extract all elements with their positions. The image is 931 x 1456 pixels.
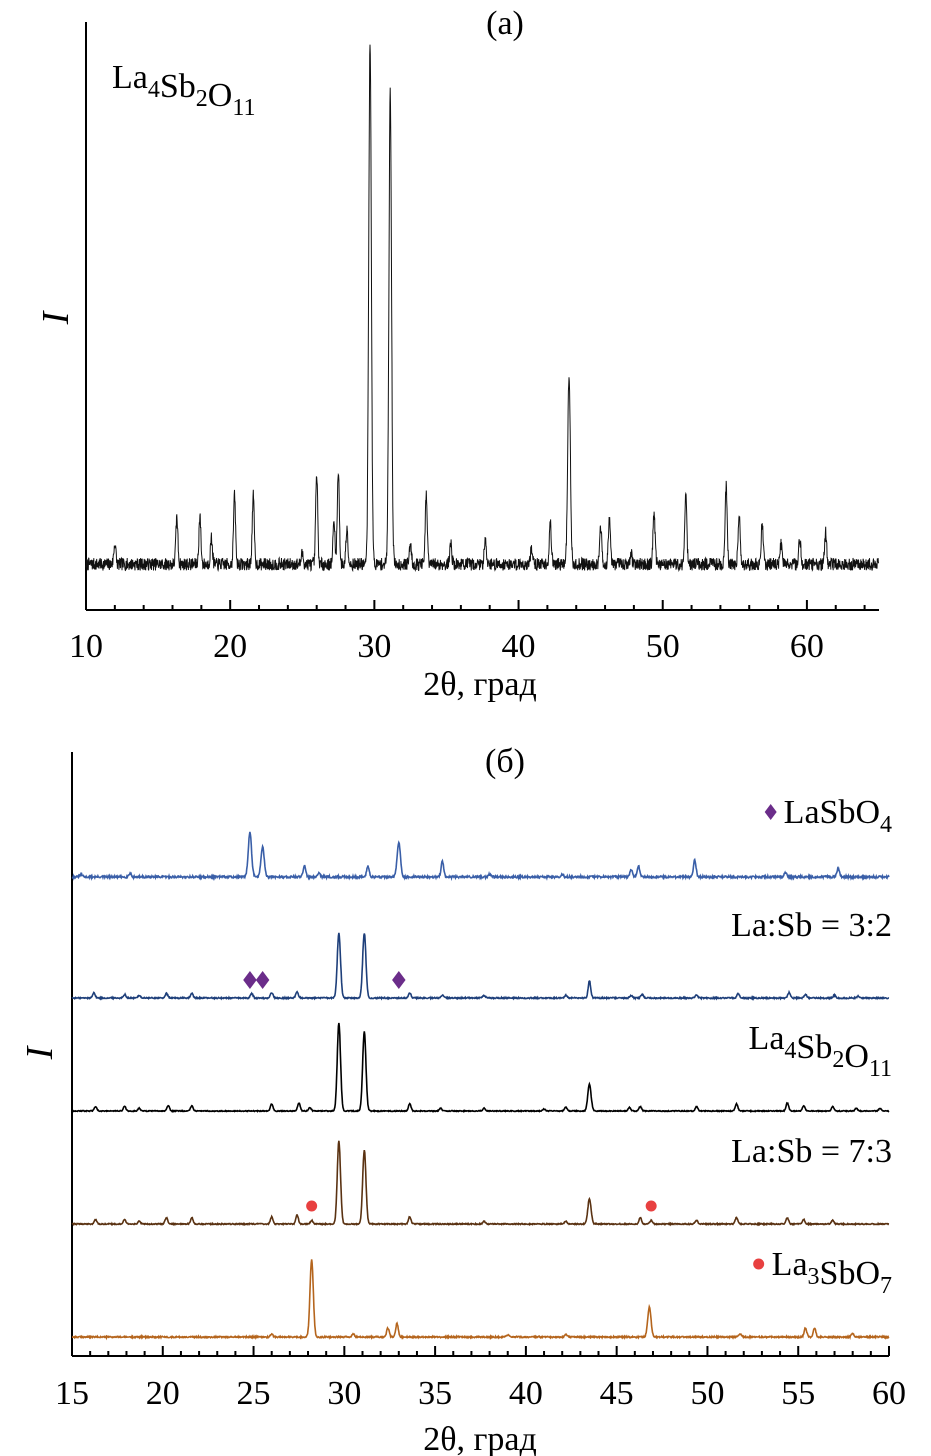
panel-b-tick-label: 55 xyxy=(781,1375,815,1412)
panel-a-x-axis-label: 2θ, град xyxy=(423,666,537,703)
panel-a-compound-label: La4Sb2O11 xyxy=(112,59,255,121)
panel-b-series-line xyxy=(71,932,890,1001)
panel-b-tick-label: 35 xyxy=(418,1375,452,1412)
panel-a-ticks: 10 20 30 40 50 60 xyxy=(69,600,866,665)
panel-b-tick-label: 60 xyxy=(872,1375,906,1412)
panel-b-legend-marker-diamond xyxy=(764,804,777,820)
panel-b-tick-label: 30 xyxy=(327,1375,361,1412)
panel-b-curves xyxy=(71,831,890,1341)
panel-b-tick-label: 20 xyxy=(146,1375,180,1412)
panel-b-series-labels: LaSbO4 La:Sb = 3:2 La4Sb2O11 La:Sb = 7:3 La3… xyxy=(731,794,892,1299)
panel-b: (б) 15 20 25 30 35 40 45 50 55 60 LaSbO4 La:Sb = 3… xyxy=(19,743,906,1456)
panel-b-legend-marker-circle xyxy=(753,1258,765,1270)
panel-a-tick-label: 50 xyxy=(646,628,680,665)
panel-a-tick-label: 30 xyxy=(357,628,391,665)
panel-b-series-label: La:Sb = 3:2 xyxy=(731,907,892,944)
panel-a-tick-label: 10 xyxy=(69,628,103,665)
panel-b-y-axis-label: I xyxy=(19,1044,61,1060)
panel-b-phase-marker-diamond xyxy=(392,971,406,989)
panel-b-phase-marker-circle xyxy=(645,1200,657,1212)
panel-b-series-label: La:Sb = 7:3 xyxy=(731,1133,892,1170)
panel-b-series-line xyxy=(71,1140,890,1227)
panel-a: (a) 10 20 30 40 50 60 La4Sb2O11 I 2θ, град xyxy=(35,5,880,703)
panel-a-tick-label: 20 xyxy=(213,628,247,665)
panel-a-curves xyxy=(85,44,880,573)
panel-b-x-axis-label: 2θ, град xyxy=(423,1421,537,1456)
panel-b-series-label: La4Sb2O11 xyxy=(749,1020,892,1082)
panel-b-series-line xyxy=(71,831,890,882)
panel-b-tick-label: 25 xyxy=(237,1375,271,1412)
panel-b-label: (б) xyxy=(485,743,525,780)
panel-a-series-line xyxy=(85,44,880,573)
panel-b-tick-label: 40 xyxy=(509,1375,543,1412)
panel-b-phase-marker-diamond xyxy=(255,971,270,989)
panel-b-phase-marker-diamond xyxy=(243,971,257,989)
panel-b-tick-label: 15 xyxy=(55,1375,89,1412)
panel-b-series-line xyxy=(71,1259,890,1341)
panel-b-series-label: La3SbO7 xyxy=(772,1246,892,1299)
panel-b-tick-label: 50 xyxy=(690,1375,724,1412)
panel-b-tick-label: 45 xyxy=(600,1375,634,1412)
panel-b-phase-marker-circle xyxy=(306,1200,318,1212)
panel-a-y-axis-label: I xyxy=(35,309,77,325)
panel-a-label: (a) xyxy=(486,5,524,42)
panel-b-ticks: 15 20 25 30 35 40 45 50 55 60 xyxy=(55,1346,906,1412)
panel-a-tick-label: 60 xyxy=(790,628,824,665)
panel-b-series-label: LaSbO4 xyxy=(784,794,892,838)
panel-a-tick-label: 40 xyxy=(502,628,536,665)
panel-b-series-line xyxy=(71,1022,890,1113)
